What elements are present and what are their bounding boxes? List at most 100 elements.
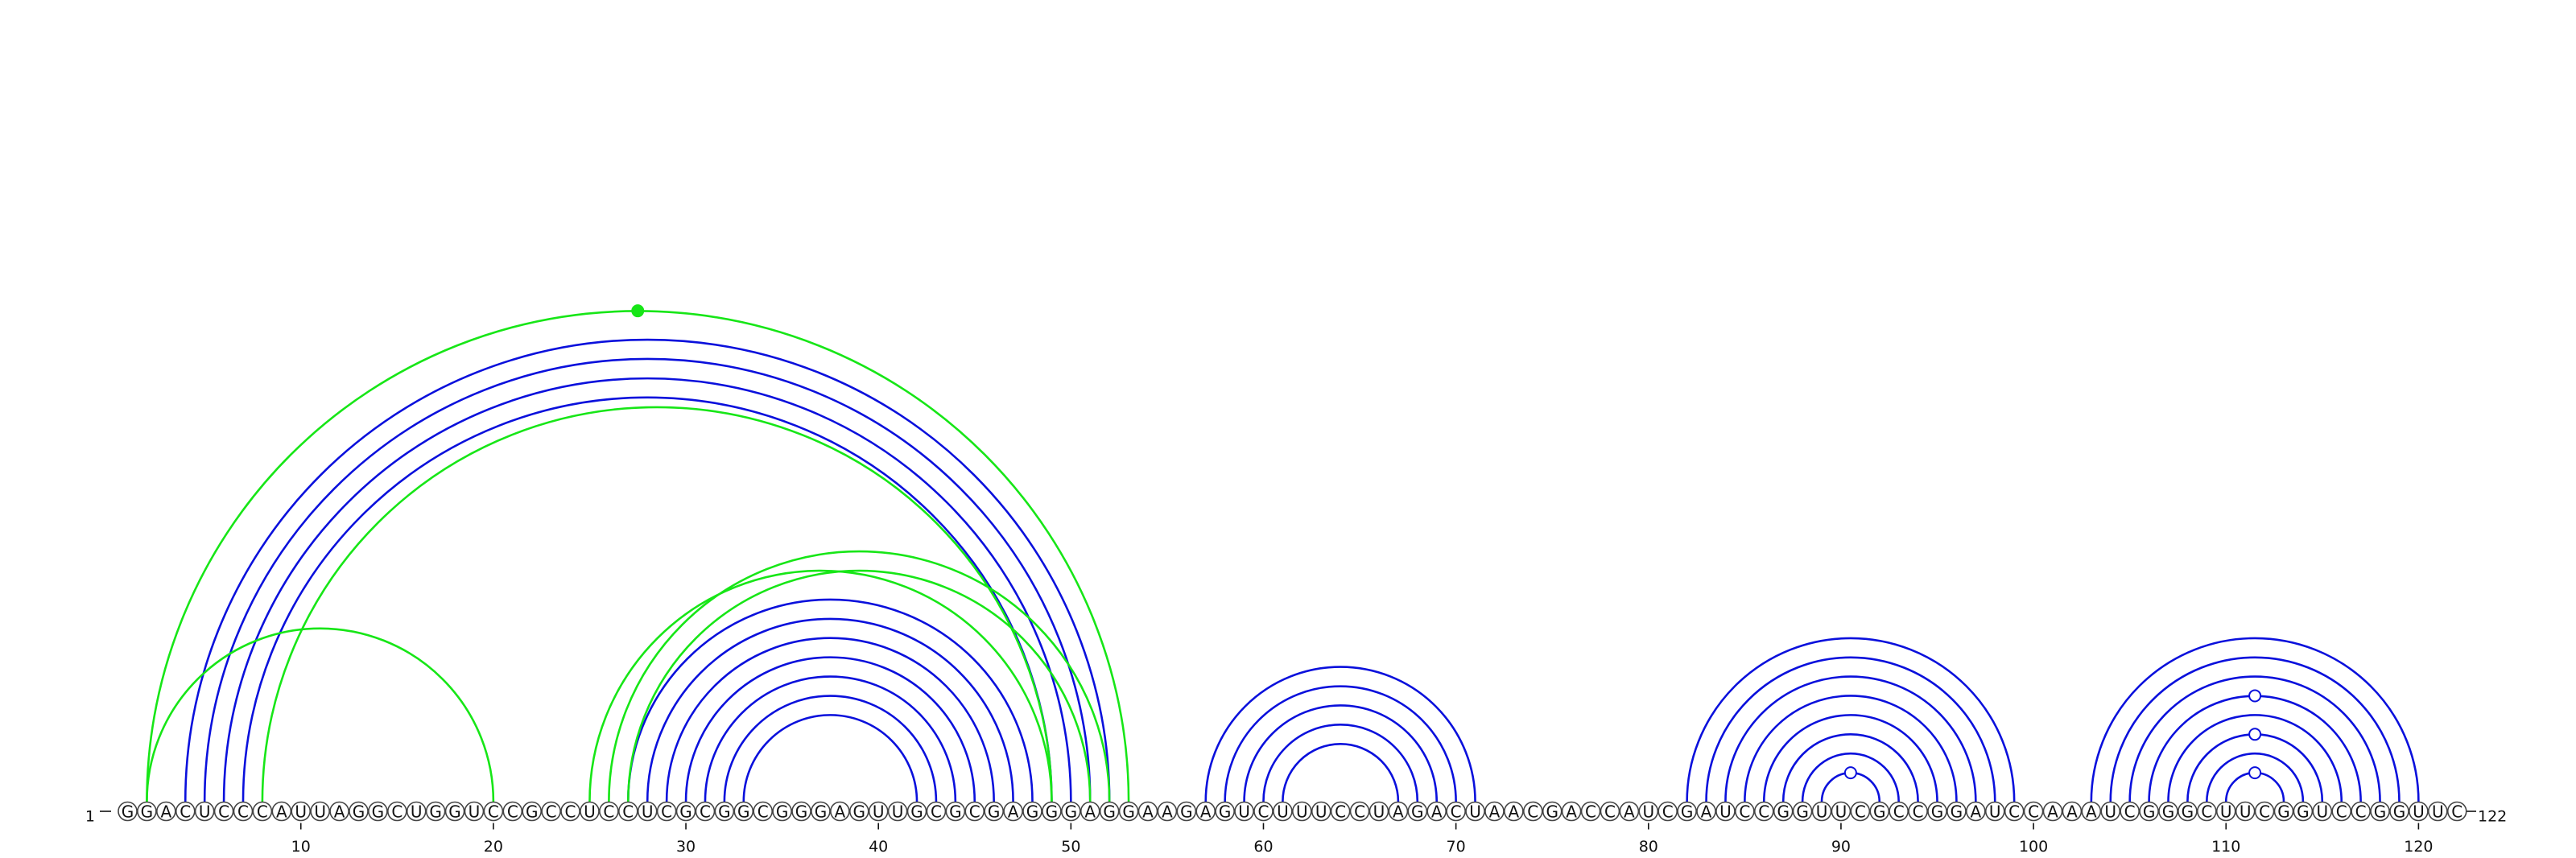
nucleotide-16: U [406,801,427,822]
nucleotide-17: G [425,801,446,822]
nucleotide-circle [1099,801,1120,822]
nucleotide-81: C [1657,801,1678,822]
nucleotide-circle [2023,801,2044,822]
nucleotide-letter: A [1701,802,1712,822]
nucleotide-circle [1349,801,1370,822]
nucleotide-circle [2351,801,2371,822]
nucleotide-letter: G [1873,802,1886,822]
nucleotide-letter: C [603,802,614,822]
nucleotide-letter: C [218,802,229,822]
nucleotide-64: C [1330,801,1351,822]
nucleotide-76: A [1561,801,1582,822]
nucleotide-99: C [2004,801,2025,822]
nucleotide-38: A [830,801,850,822]
nucleotide-31: C [695,801,716,822]
nucleotide-52: G [1099,801,1120,822]
nucleotide-87: G [1773,801,1794,822]
nucleotide-circle [137,801,157,822]
nucleotide-circle [2370,801,2390,822]
nucleotide-circle [1542,801,1563,822]
nucleotide-49: G [1042,801,1062,822]
nucleotide-circle [2062,801,2083,822]
nucleotide-letter: U [314,802,326,822]
nucleotide-2: G [137,801,157,822]
arc-blue-60-68 [1262,724,1419,802]
nucleotide-36: G [791,801,811,822]
arc-blue-107-116 [2167,714,2343,802]
arc-marker-2-53 [631,304,645,318]
nucleotide-circle [1234,801,1254,822]
nucleotide-circle [2081,801,2102,822]
nucleotide-letter: C [257,802,268,822]
nucleotide-96: G [1946,801,1967,822]
nucleotide-circle [329,801,349,822]
nucleotide-letter: G [815,802,828,822]
nucleotide-89: U [1811,801,1832,822]
nucleotide-15: C [387,801,407,822]
nucleotide-circle [560,801,580,822]
nucleotide-letter: A [1084,802,1096,822]
nucleotide-61: U [1273,801,1293,822]
nucleotide-101: A [2042,801,2063,822]
nucleotide-letter: G [1180,802,1193,822]
nucleotide-32: G [714,801,735,822]
arc-blue-7-49 [242,396,1053,802]
nucleotide-102: A [2062,801,2083,822]
nucleotide-letter: C [2028,802,2039,822]
arc-green-27-51 [626,569,1092,802]
nucleotide-letter: U [295,802,307,822]
nucleotide-letter: G [122,802,134,822]
nucleotide-74: C [1522,801,1543,822]
nucleotide-11: U [310,801,330,822]
tick-label-20: 20 [484,838,503,856]
arc-blue-88-93 [1801,752,1900,802]
nucleotide-letter: G [1777,802,1790,822]
nucleotide-circle [2178,801,2198,822]
nucleotide-letter: U [1989,802,2001,822]
nucleotide-108: G [2178,801,2198,822]
nucleotide-letter: A [1008,802,1019,822]
nucleotide-letter: G [1931,802,1944,822]
nucleotide-circle [1215,801,1235,822]
nucleotide-letter: G [448,802,461,822]
nucleotide-letter: C [931,802,942,822]
arc-blue-59-69 [1243,704,1439,802]
nucleotide-letter: C [1335,802,1346,822]
nucleotide-circle [2197,801,2217,822]
nucleotide-circle [464,801,485,822]
nucleotide-circle [1292,801,1312,822]
nucleotide-circle [1677,801,1697,822]
tick-label-80: 80 [1639,838,1658,856]
nucleotide-circle [2293,801,2314,822]
nucleotide-circle [2409,801,2429,822]
arc-green-2-20 [146,627,495,802]
nucleotide-circle [1580,801,1601,822]
nucleotide-letter: C [1604,802,1616,822]
nucleotide-letter: C [237,802,249,822]
nucleotide-circle [1638,801,1659,822]
nucleotide-circle [406,801,427,822]
nucleotide-45: C [964,801,985,822]
nucleotide-letter: C [661,802,672,822]
nucleotide-letter: C [546,802,557,822]
nucleotide-21: C [502,801,523,822]
nucleotide-circle [2120,801,2140,822]
nucleotide-116: C [2331,801,2352,822]
nucleotide-circle [675,801,696,822]
nucleotide-circle [2331,801,2352,822]
nucleotide-circle [2100,801,2121,822]
nucleotide-circle [118,801,138,822]
nucleotide-100: C [2023,801,2044,822]
nucleotide-circle [349,801,369,822]
nucleotide-letter: G [1046,802,1059,822]
nucleotide-120: U [2409,801,2429,822]
nucleotide-42: G [906,801,927,822]
nucleotide-56: G [1176,801,1197,822]
nucleotide-circle [1080,801,1100,822]
nucleotide-86: C [1753,801,1774,822]
nucleotide-letter: U [469,802,481,822]
nucleotide-117: C [2351,801,2371,822]
arc-blue-105-118 [2128,676,2381,802]
sequence-end-label: 122 [2478,808,2507,826]
nucleotide-121: U [2428,801,2448,822]
